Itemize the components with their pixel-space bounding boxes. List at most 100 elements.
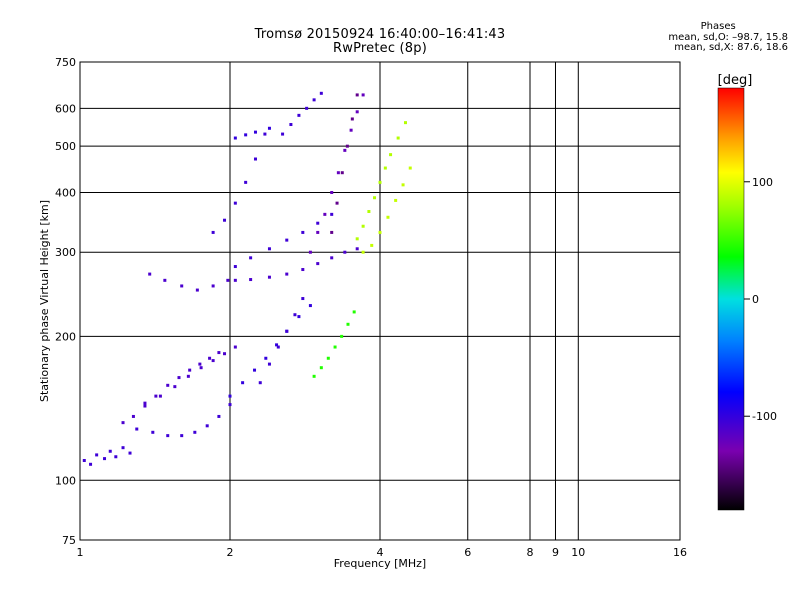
y-tick-label: 400 bbox=[55, 186, 76, 199]
colorbar-unit-label: [deg] bbox=[718, 73, 753, 88]
echo-point bbox=[205, 424, 209, 428]
echo-point bbox=[267, 275, 271, 279]
echo-point bbox=[276, 345, 280, 349]
phase-stats-heading: Phases bbox=[700, 21, 736, 32]
echo-point bbox=[301, 297, 305, 301]
echo-point bbox=[396, 136, 400, 140]
echo-point bbox=[355, 93, 359, 97]
echo-point bbox=[330, 256, 334, 260]
echo-point bbox=[355, 110, 359, 114]
chart-subtitle: RwPretec (8p) bbox=[333, 41, 427, 56]
echo-point bbox=[143, 401, 147, 405]
echo-point bbox=[330, 212, 334, 216]
echo-point bbox=[226, 278, 230, 282]
x-tick-label: 16 bbox=[673, 546, 687, 559]
grid-lines bbox=[80, 62, 680, 540]
echo-point bbox=[163, 278, 167, 282]
echo-point bbox=[408, 166, 412, 170]
echo-point bbox=[233, 136, 237, 140]
phase-colorbar bbox=[717, 87, 745, 511]
echo-point bbox=[394, 198, 398, 202]
echo-point bbox=[249, 256, 253, 260]
echo-point bbox=[217, 414, 221, 418]
echo-point bbox=[340, 334, 344, 338]
echo-point bbox=[233, 345, 237, 349]
echo-point bbox=[148, 272, 152, 276]
echo-point bbox=[151, 430, 155, 434]
echo-point bbox=[166, 383, 170, 387]
echo-point bbox=[355, 247, 359, 251]
y-tick-label: 750 bbox=[55, 56, 76, 69]
echo-point bbox=[143, 404, 147, 408]
echo-point bbox=[350, 117, 354, 121]
echo-point bbox=[403, 121, 407, 125]
echo-point bbox=[208, 356, 212, 360]
phase-stats-x-mode: mean, sd,X: 87.6, 18.6 bbox=[674, 42, 788, 53]
echo-point bbox=[361, 224, 365, 228]
echo-point bbox=[297, 113, 301, 117]
echo-point bbox=[389, 153, 393, 157]
echo-point bbox=[121, 421, 125, 425]
echo-point bbox=[228, 403, 232, 407]
echo-point bbox=[223, 218, 227, 222]
echo-point bbox=[293, 313, 297, 317]
echo-point bbox=[301, 268, 305, 272]
echo-point bbox=[267, 362, 271, 366]
echo-point bbox=[177, 376, 181, 380]
x-tick-label: 6 bbox=[464, 546, 471, 559]
echo-point bbox=[316, 262, 320, 266]
echo-point bbox=[114, 455, 118, 459]
echo-point bbox=[401, 183, 405, 187]
echo-point bbox=[267, 126, 271, 130]
phase-stats-o-mode: mean, sd,O: –98.7, 15.8 bbox=[668, 31, 788, 43]
echo-point bbox=[158, 394, 162, 398]
echo-point bbox=[312, 374, 316, 378]
echo-point bbox=[263, 132, 267, 136]
echo-point bbox=[281, 132, 285, 136]
echo-point bbox=[275, 343, 279, 347]
echo-point bbox=[352, 310, 356, 314]
echo-point bbox=[135, 427, 139, 431]
echo-point bbox=[195, 288, 199, 292]
y-tick-label: 300 bbox=[55, 246, 76, 259]
echo-point bbox=[335, 201, 339, 205]
echo-point bbox=[373, 196, 377, 200]
y-axis-label: Stationary phase Virtual Height [km] bbox=[38, 200, 51, 402]
echo-point bbox=[326, 356, 330, 360]
x-tick-label: 10 bbox=[571, 546, 585, 559]
echo-point bbox=[258, 381, 262, 385]
axis-ticks: 1 2 4 6 8 9 10 16 75 100 200 300 400 500 600 750 bbox=[55, 56, 687, 559]
echo-point bbox=[166, 434, 170, 438]
y-tick-label: 200 bbox=[55, 330, 76, 343]
echo-points bbox=[82, 91, 412, 466]
echo-point bbox=[82, 458, 86, 462]
echo-point bbox=[340, 171, 344, 175]
echo-point bbox=[173, 385, 177, 389]
x-tick-label: 1 bbox=[77, 546, 84, 559]
y-tick-label: 500 bbox=[55, 140, 76, 153]
echo-point bbox=[383, 166, 387, 170]
echo-point bbox=[131, 414, 135, 418]
echo-point bbox=[289, 123, 293, 127]
echo-point bbox=[333, 345, 337, 349]
echo-point bbox=[316, 230, 320, 234]
echo-point bbox=[233, 201, 237, 205]
echo-point bbox=[211, 284, 215, 288]
colorbar-tick-label: -100 bbox=[752, 410, 777, 423]
echo-point bbox=[308, 304, 312, 308]
echo-point bbox=[297, 315, 301, 319]
plot-frame bbox=[79, 61, 681, 541]
echo-point bbox=[199, 366, 203, 370]
echo-point bbox=[241, 381, 245, 385]
echo-point bbox=[233, 265, 237, 269]
echo-point bbox=[233, 278, 237, 282]
echo-point bbox=[244, 133, 248, 137]
echo-point bbox=[103, 457, 107, 461]
echo-point bbox=[301, 230, 305, 234]
echo-point bbox=[378, 180, 382, 184]
echo-point bbox=[361, 93, 365, 97]
echo-point bbox=[193, 430, 197, 434]
echo-point bbox=[378, 230, 382, 234]
echo-point bbox=[253, 157, 257, 161]
